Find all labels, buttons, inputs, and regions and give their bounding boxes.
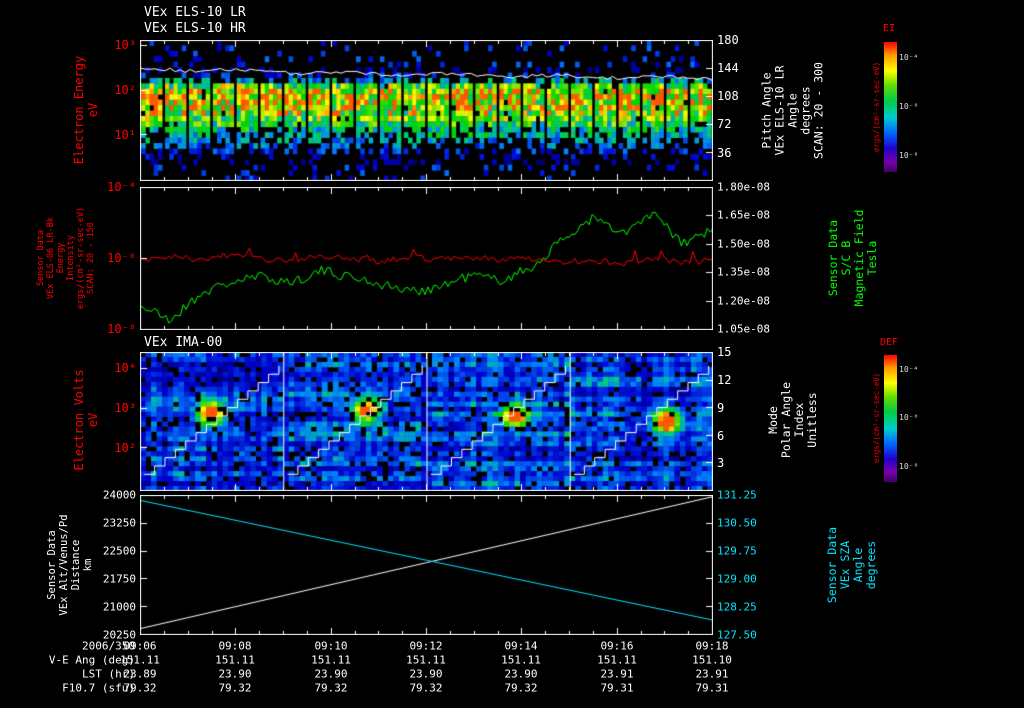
altitude-sza-canvas — [140, 495, 713, 635]
ei-colorbar — [884, 42, 897, 172]
table-row-value: 23.90 — [314, 667, 348, 681]
tick-label: 3 — [717, 456, 725, 470]
tick-label: 10¹ — [114, 128, 136, 142]
tick-label: 1.05e-08 — [717, 322, 770, 336]
panel1-left-axis-label: Electron Energy eV — [72, 55, 100, 165]
table-row-value: 23.90 — [218, 667, 252, 681]
time-tick-label: 09:12 — [409, 639, 443, 653]
time-tick-label: 09:10 — [314, 639, 348, 653]
panel1-title-line2: VEx ELS-10 HR — [144, 21, 246, 36]
tick-label: 36 — [717, 146, 732, 160]
tick-label: 130.50 — [717, 516, 757, 530]
tick-label: 180 — [717, 33, 739, 47]
tick-label: 10³ — [114, 401, 136, 415]
time-tick-label: 09:14 — [504, 639, 538, 653]
tick-label: 10⁻⁸ — [899, 462, 919, 471]
panel3-right-axis-label: Mode Polar Angle Index Unitless — [766, 381, 819, 459]
table-row-value: 151.11 — [215, 653, 255, 667]
table-row-value: 23.91 — [600, 667, 634, 681]
table-row-label: LST (hr) — [82, 667, 135, 681]
tick-label: 72 — [717, 117, 732, 131]
ei-colorbar-units: ergs/(cm²-sr-sec-eV) — [872, 61, 881, 153]
tick-label: 10⁻⁶ — [899, 102, 919, 111]
table-row-value: 79.32 — [314, 681, 348, 695]
time-tick-label: 09:16 — [600, 639, 634, 653]
def-colorbar — [884, 355, 897, 482]
table-row-value: 23.90 — [409, 667, 443, 681]
tick-label: 10⁻⁸ — [899, 151, 919, 160]
tick-label: 128.25 — [717, 600, 757, 614]
panel1-title-line1: VEx ELS-10 LR — [144, 5, 246, 20]
panel3-title: VEx IMA-00 — [144, 335, 223, 350]
ima-spectrogram-canvas — [140, 352, 713, 491]
date-label: 2006/350 — [82, 639, 135, 653]
tick-label: 21750 — [102, 572, 136, 586]
tick-label: 9 — [717, 401, 725, 415]
tick-label: 10⁻⁸ — [107, 322, 136, 336]
tick-label: 10⁴ — [114, 361, 136, 375]
tick-label: 24000 — [102, 488, 136, 502]
def-colorbar-title: DEF — [880, 337, 899, 348]
tick-label: 1.65e-08 — [717, 208, 770, 222]
tick-label: 12 — [717, 373, 732, 387]
table-row-label: F10.7 (sfu) — [62, 681, 135, 695]
table-row-value: 79.31 — [695, 681, 729, 695]
table-row-value: 23.90 — [504, 667, 538, 681]
panel4-right-axis-label: Sensor Data VEx SZA Angle degrees — [825, 526, 878, 604]
tick-label: 22500 — [102, 544, 136, 558]
tick-label: 10² — [114, 83, 136, 97]
table-row-value: 151.11 — [311, 653, 351, 667]
tick-label: 10⁻⁴ — [899, 53, 919, 62]
panel3-left-axis-label: Electron Volts eV — [72, 369, 100, 471]
tick-label: 21000 — [102, 600, 136, 614]
tick-label: 10⁻⁶ — [899, 413, 919, 422]
intensity-bfield-canvas — [140, 187, 713, 330]
table-row-value: 23.89 — [123, 667, 157, 681]
tick-label: 131.25 — [717, 488, 757, 502]
tick-label: 144 — [717, 61, 739, 75]
table-row-value: 151.11 — [120, 653, 160, 667]
tick-label: 10² — [114, 441, 136, 455]
tick-label: 129.75 — [717, 544, 757, 558]
table-row-label: V-E Ang (deg) — [48, 653, 135, 667]
tick-label: 129.00 — [717, 572, 757, 586]
tick-label: 108 — [717, 89, 739, 103]
tick-label: 23250 — [102, 516, 136, 530]
time-tick-label: 09:08 — [218, 639, 252, 653]
time-tick-label: 09:18 — [695, 639, 729, 653]
tick-label: 1.35e-08 — [717, 265, 770, 279]
tick-label: 10⁻⁴ — [107, 180, 136, 194]
tick-label: 1.80e-08 — [717, 180, 770, 194]
panel2-right-axis-label: Sensor Data S/C B Magnetic Field Tesla — [826, 209, 879, 307]
table-row-value: 151.10 — [692, 653, 732, 667]
table-row-value: 79.32 — [409, 681, 443, 695]
table-row-value: 79.31 — [600, 681, 634, 695]
tick-label: 10³ — [114, 38, 136, 52]
table-row-value: 151.11 — [597, 653, 637, 667]
ei-colorbar-title: EI — [883, 23, 896, 34]
table-row-value: 79.32 — [123, 681, 157, 695]
table-row-value: 79.32 — [504, 681, 538, 695]
def-colorbar-units: ergs/(cm²-sr-sec-eV) — [872, 372, 881, 464]
tick-label: 6 — [717, 429, 725, 443]
tick-label: 15 — [717, 345, 732, 359]
panel2-left-axis-label: Sensor Data VEx ELS-06 LR-Bk Energy Inte… — [36, 206, 96, 310]
table-row-value: 79.32 — [218, 681, 252, 695]
tick-label: 127.50 — [717, 628, 757, 642]
panel4-left-axis-label: Sensor Data VEx Alt/Venus/Pd Distance km — [46, 514, 94, 616]
tick-label: 1.20e-08 — [717, 294, 770, 308]
els-spectrogram-canvas — [140, 40, 713, 181]
tick-label: 20250 — [102, 628, 136, 642]
table-row-value: 23.91 — [695, 667, 729, 681]
panel1-right-axis-label: Pitch Angle VEx ELS-10 LR Angle degrees … — [759, 62, 826, 159]
table-row-value: 151.11 — [501, 653, 541, 667]
tick-label: 1.50e-08 — [717, 237, 770, 251]
time-tick-label: 09:06 — [123, 639, 157, 653]
table-row-value: 151.11 — [406, 653, 446, 667]
tick-label: 10⁻⁴ — [899, 365, 919, 374]
tick-label: 10⁻⁶ — [107, 251, 136, 265]
